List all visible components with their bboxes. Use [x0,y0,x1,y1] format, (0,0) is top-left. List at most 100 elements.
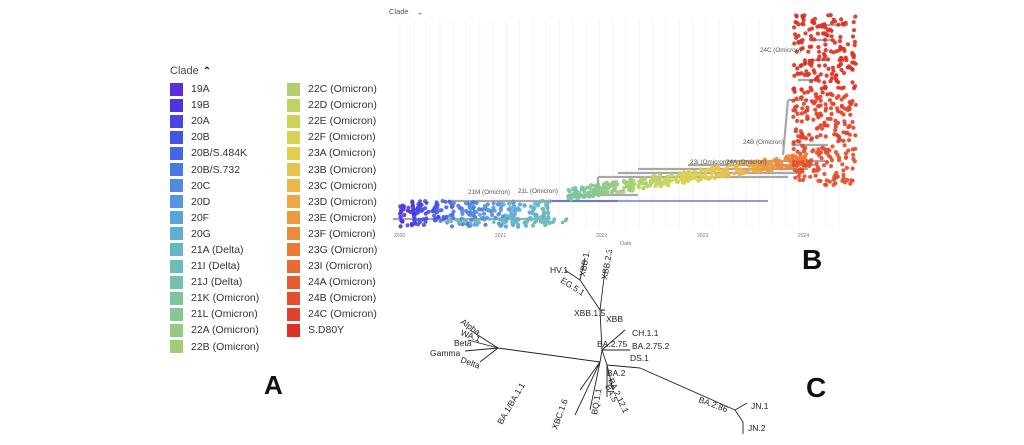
tree-tip [493,215,498,221]
tree-tip [839,67,844,72]
tree-tip [470,200,475,205]
tree-tip [617,190,622,195]
legend-item[interactable]: 21L (Omicron) [170,306,259,322]
legend-item[interactable]: 20G [170,226,259,242]
tree-tip [523,221,527,225]
legend-item[interactable]: 20B/S.732 [170,161,259,177]
legend-item[interactable]: 22C (Omicron) [287,81,377,97]
legend-item[interactable]: 23E (Omicron) [287,210,377,226]
tree-tip [800,21,805,27]
tree-tip [804,69,809,74]
legend-swatch [287,130,300,144]
legend-swatch [170,114,183,128]
legend-item[interactable]: 23A (Omicron) [287,145,377,161]
tree-tip [511,201,516,206]
tree-tip [816,125,821,130]
tree-tip [837,137,843,143]
tree-tip [796,156,801,160]
legend-item[interactable]: 20F [170,210,259,226]
legend-column-2: 22C (Omicron) 22D (Omicron) 22E (Omicron) 2… [287,81,377,339]
legend-item[interactable]: 23C (Omicron) [287,178,377,194]
legend-label: 19A [191,83,210,96]
chevron-down-icon[interactable]: ⌄ [417,10,423,17]
tree-tip [774,160,779,165]
legend-item[interactable]: 22E (Omicron) [287,113,377,129]
legend-item[interactable]: 20B/S.484K [170,145,259,161]
legend-header[interactable]: Clade ⌃ [170,64,400,78]
clade-label: 23I (Omicron) [690,159,729,166]
tree-tip [630,188,635,193]
legend-item[interactable]: 22F (Omicron) [287,129,377,145]
tree-tip [501,218,505,222]
legend-item[interactable]: 23B (Omicron) [287,161,377,177]
tree-tip [843,151,848,156]
tree-tip [750,162,755,167]
legend-item[interactable]: 20B [170,129,259,145]
legend-label: 21I (Delta) [191,260,241,273]
tree-tip [801,156,805,160]
tree-tip [574,190,579,195]
tree-tip [483,222,488,227]
legend-swatch [170,291,183,305]
legend-item[interactable]: 23I (Omicron) [287,258,377,274]
tree-tip [850,51,855,56]
tree-tip [482,203,488,208]
tree-tip [824,182,829,187]
legend-item[interactable]: 19B [170,97,259,113]
tree-tip [681,171,685,176]
tree-tip [627,187,631,192]
legend-item[interactable]: 21K (Omicron) [170,290,259,306]
tree-node-label: BA.2.75 [597,339,628,349]
tree-tip [845,42,851,47]
legend-item[interactable]: 21I (Delta) [170,258,259,274]
legend-item[interactable]: 20A [170,113,259,129]
legend-item[interactable]: 23G (Omicron) [287,242,377,258]
legend-item[interactable]: 24B (Omicron) [287,290,377,306]
tree-tip [831,50,836,55]
legend-title: Clade [170,65,199,77]
tree-tip [398,204,403,209]
clade-label: 21L (Omicron) [518,188,558,195]
tree-tip [699,168,704,173]
legend-item[interactable]: 20C [170,178,259,194]
legend-item[interactable]: 21A (Delta) [170,242,259,258]
legend-item[interactable]: 22A (Omicron) [170,322,259,338]
legend-label: 22F (Omicron) [308,131,376,144]
tree-tip [806,159,811,164]
tree-tip [823,134,828,139]
legend-item[interactable]: 24A (Omicron) [287,274,377,290]
legend-label: 21J (Delta) [191,276,243,289]
chevron-up-icon[interactable]: ⌃ [202,65,212,77]
legend-item[interactable]: 24C (Omicron) [287,306,377,322]
tree-tip [823,108,828,113]
legend-item[interactable]: 22D (Omicron) [287,97,377,113]
tree-tip [440,198,445,204]
tree-tip [444,205,449,210]
legend-item[interactable]: S.D80Y [287,322,377,338]
tree-tip [400,219,405,224]
tree-tip [757,160,761,165]
tree-tip [840,57,845,63]
tree-tip [732,171,737,176]
tree-tip [800,106,805,111]
tree-tip [831,101,836,106]
tree-tip [712,165,716,170]
tree-tip [712,169,717,174]
tree-tip [477,212,482,217]
tree-header[interactable]: Clade [389,7,409,16]
tree-tip [853,102,858,107]
legend-item[interactable]: 23D (Omicron) [287,194,377,210]
legend-item[interactable]: 23F (Omicron) [287,226,377,242]
tree-tip [816,104,821,109]
tree-tip [523,223,529,228]
legend-item[interactable]: 21J (Delta) [170,274,259,290]
legend-swatch [170,227,183,241]
tree-tip [841,70,847,75]
legend-item[interactable]: 19A [170,81,259,97]
legend-item[interactable]: 20D [170,194,259,210]
tree-tip [819,156,824,161]
tree-tip [796,173,801,179]
tree-edge [479,347,499,363]
tree-tip [818,133,823,138]
legend-item[interactable]: 22B (Omicron) [170,339,259,355]
